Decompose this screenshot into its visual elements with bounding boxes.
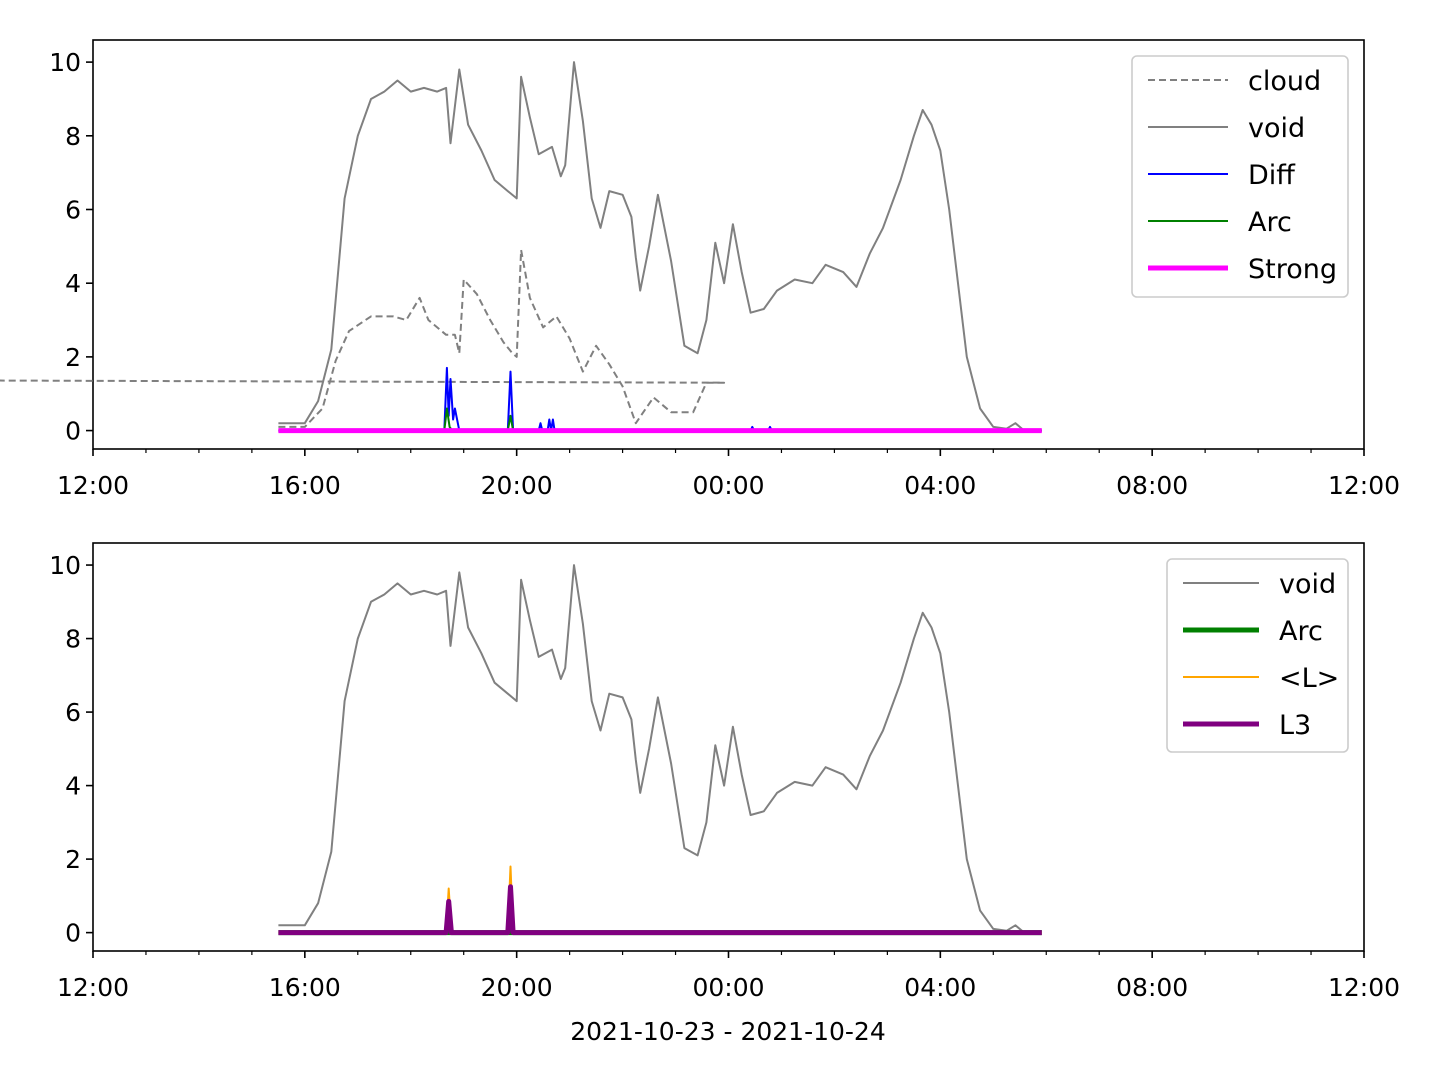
legend-label: L3 (1279, 710, 1311, 741)
x-tick-label: 04:00 (904, 973, 976, 1002)
y-tick-label: 4 (65, 772, 81, 801)
y-tick-label: 6 (65, 195, 81, 224)
legend-label: Diff (1248, 160, 1296, 191)
x-tick-label: 16:00 (269, 471, 341, 500)
x-tick-label: 08:00 (1116, 973, 1188, 1002)
y-tick-label: 2 (65, 845, 81, 874)
x-tick-label: 08:00 (1116, 471, 1188, 500)
legend-label: void (1279, 569, 1336, 600)
legend-label: cloud (1248, 66, 1321, 97)
series-line-l3 (278, 884, 1042, 936)
legend: void Arc <L> L3 (1166, 558, 1349, 753)
x-tick-label: 12:00 (1328, 973, 1400, 1002)
legend-box (1131, 55, 1349, 298)
series-line-void (278, 564, 1025, 934)
x-axis-label: 2021-10-23 - 2021-10-24 (570, 1017, 886, 1046)
bottom-panel: 0 2 4 6 8 10 12:00 16:00 20:00 00:00 04:00 08:00 12:… (49, 542, 1400, 1002)
legend-label: Strong (1248, 254, 1337, 285)
x-tick-label: 12:00 (1328, 471, 1400, 500)
y-tick-label: 0 (65, 919, 81, 948)
x-tick-label: 12:00 (57, 471, 129, 500)
x-tick-label: 20:00 (481, 471, 553, 500)
x-tick-label: 12:00 (57, 973, 129, 1002)
legend: cloud void Diff Arc Strong (1131, 55, 1349, 298)
legend-label: <L> (1279, 663, 1339, 694)
y-tick-label: 2 (65, 343, 81, 372)
x-tick-label: 04:00 (904, 471, 976, 500)
y-tick-label: 10 (49, 551, 81, 580)
legend-label: Arc (1279, 616, 1323, 647)
legend-label: void (1248, 113, 1305, 144)
y-tick-label: 10 (49, 48, 81, 77)
x-tick-label: 00:00 (692, 973, 764, 1002)
legend-label: Arc (1248, 207, 1292, 238)
y-tick-label: 8 (65, 625, 81, 654)
series-line-void (278, 61, 1025, 432)
y-tick-label: 4 (65, 269, 81, 298)
y-tick-label: 8 (65, 122, 81, 151)
x-tick-label: 00:00 (692, 471, 764, 500)
y-tick-label: 6 (65, 698, 81, 727)
legend-box (1166, 558, 1349, 753)
y-tick-label: 0 (65, 417, 81, 446)
x-tick-label: 16:00 (269, 973, 341, 1002)
x-tick-label: 20:00 (481, 973, 553, 1002)
top-panel: 0 2 4 6 8 10 12:00 16:00 20:00 00:00 04:00 08:00 12:… (0, 39, 1400, 500)
